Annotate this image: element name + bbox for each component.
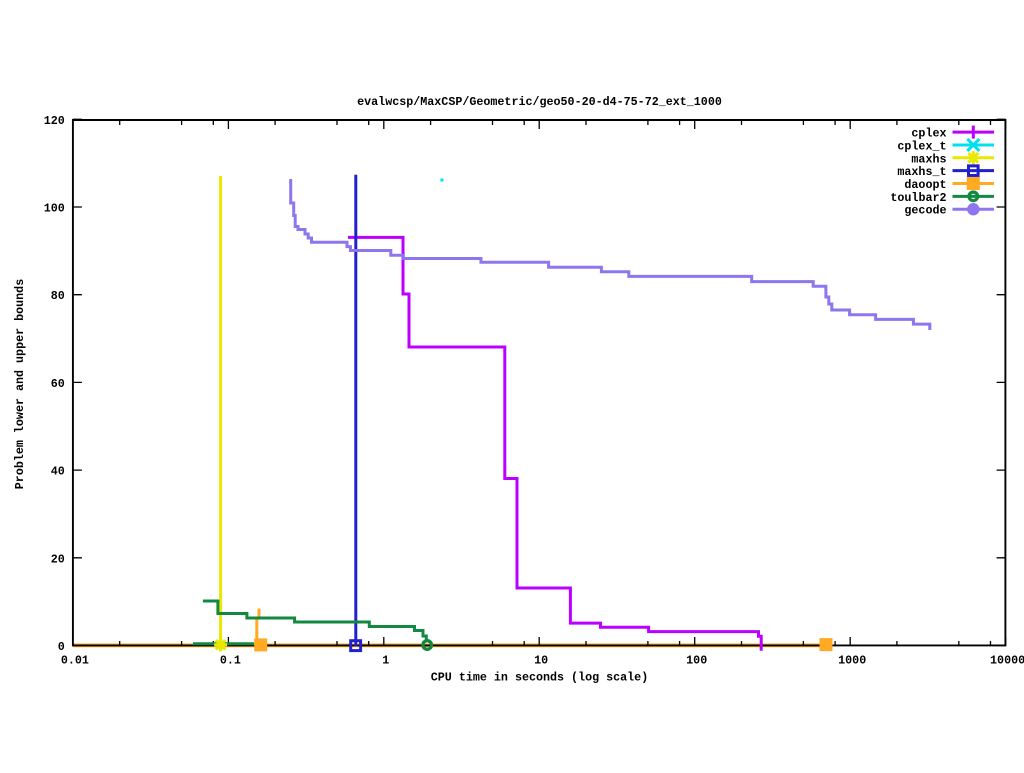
svg-text:60: 60 <box>51 377 65 391</box>
svg-text:cplex: cplex <box>911 127 946 141</box>
svg-text:0: 0 <box>58 640 65 654</box>
svg-text:daoopt: daoopt <box>904 178 946 192</box>
svg-text:evalwcsp/MaxCSP/Geometric/geo5: evalwcsp/MaxCSP/Geometric/geo50-20-d4-75… <box>357 95 722 109</box>
svg-text:40: 40 <box>51 465 65 479</box>
svg-text:10000: 10000 <box>990 654 1024 668</box>
svg-text:1: 1 <box>382 654 389 668</box>
svg-text:20: 20 <box>51 552 65 566</box>
svg-text:100: 100 <box>44 202 65 216</box>
svg-text:maxhs_t: maxhs_t <box>897 165 946 179</box>
svg-text:cplex_t: cplex_t <box>897 139 946 153</box>
svg-text:CPU time in seconds (log scale: CPU time in seconds (log scale) <box>431 671 648 685</box>
svg-text:toulbar2: toulbar2 <box>890 191 946 205</box>
svg-text:10: 10 <box>534 654 548 668</box>
svg-text:120: 120 <box>44 114 65 128</box>
svg-text:gecode: gecode <box>904 204 946 218</box>
svg-text:1000: 1000 <box>838 654 866 668</box>
svg-text:maxhs: maxhs <box>911 152 946 166</box>
svg-text:100: 100 <box>686 654 707 668</box>
svg-text:80: 80 <box>51 289 65 303</box>
svg-text:Problem lower and upper bounds: Problem lower and upper bounds <box>13 279 27 489</box>
svg-text:0.1: 0.1 <box>220 654 241 668</box>
svg-text:0.01: 0.01 <box>61 654 89 668</box>
